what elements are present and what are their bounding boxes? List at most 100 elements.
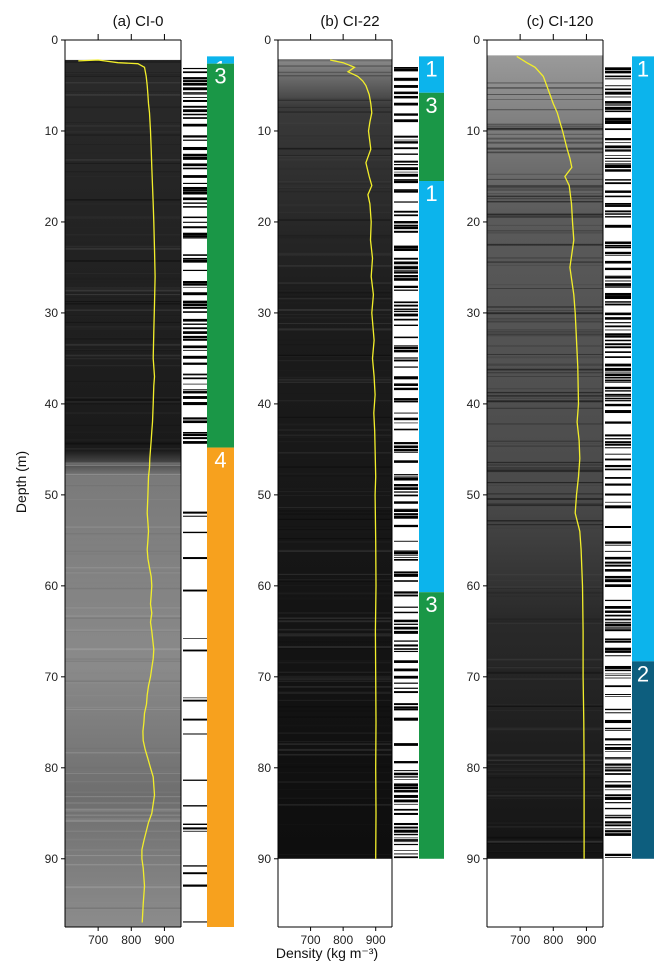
- core-layer-line: [278, 617, 392, 619]
- core-layer-line: [487, 195, 603, 198]
- core-layer-line: [278, 381, 392, 383]
- layer-bar: [183, 697, 207, 699]
- core-layer-line: [278, 187, 392, 189]
- layer-bar: [183, 921, 207, 923]
- layer-bar: [605, 569, 631, 572]
- layer-bar: [394, 67, 418, 69]
- core-layer-line: [278, 691, 392, 694]
- layer-bar: [394, 619, 418, 623]
- core-layer-line: [487, 184, 603, 187]
- core-layer-line: [278, 578, 392, 580]
- core-layer-line: [65, 162, 181, 164]
- core-layer-line: [487, 764, 603, 766]
- layer-bar: [394, 557, 418, 558]
- layer-bar: [183, 391, 207, 394]
- layer-bar: [605, 410, 631, 414]
- layer-bar: [394, 606, 418, 608]
- core-layer-line: [278, 137, 392, 140]
- layer-bar: [605, 640, 631, 643]
- layer-bar: [394, 484, 418, 487]
- y-tick-label: 40: [467, 397, 481, 411]
- core-layer-line: [65, 397, 181, 399]
- y-tick-label: 80: [45, 761, 59, 775]
- layer-bar: [394, 179, 418, 180]
- layer-bar: [183, 135, 207, 138]
- layer-bar: [605, 802, 631, 804]
- layer-bar: [605, 333, 631, 336]
- y-tick-label: 70: [258, 670, 272, 684]
- layer-bar: [183, 175, 207, 178]
- layer-bar: [183, 327, 207, 330]
- core-layer-line: [65, 322, 181, 323]
- core-layer-line: [65, 886, 181, 889]
- layer-bar: [394, 173, 418, 177]
- core-layer-line: [487, 497, 603, 499]
- core-layer-line: [487, 137, 603, 140]
- layer-bar: [605, 606, 631, 609]
- layer-bar: [605, 828, 631, 830]
- facies-label: 3: [425, 93, 437, 118]
- layer-bar: [183, 823, 207, 825]
- layer-bar: [183, 93, 207, 95]
- layer-bar: [394, 790, 418, 793]
- layer-bar: [183, 884, 207, 887]
- layer-bar: [605, 296, 631, 300]
- core-layer-line: [65, 239, 181, 241]
- core-layer-line: [278, 147, 392, 150]
- core-layer-line: [487, 672, 603, 674]
- layer-bar: [605, 325, 631, 328]
- layer-bar: [183, 830, 207, 832]
- layer-bar: [394, 366, 418, 368]
- core-layer-line: [278, 369, 392, 371]
- y-tick-label: 50: [45, 488, 59, 502]
- layer-bar: [183, 232, 207, 236]
- core-layer-line: [65, 293, 181, 296]
- layer-bar: [183, 67, 207, 70]
- core-layer-line: [278, 126, 392, 128]
- layer-bar: [394, 460, 418, 463]
- layer-bar: [394, 786, 418, 790]
- core-layer-line: [487, 728, 603, 731]
- layer-bar: [605, 255, 631, 256]
- layer-bar: [394, 509, 418, 513]
- core-layer-line: [487, 321, 603, 323]
- core-layer-line: [487, 826, 603, 828]
- layer-bar: [605, 371, 631, 373]
- core-layer-line: [278, 741, 392, 743]
- layer-bar: [605, 78, 631, 80]
- layer-bar: [605, 477, 631, 479]
- core-layer-line: [65, 107, 181, 109]
- core-layer-line: [278, 282, 392, 284]
- core-layer-line: [278, 328, 392, 330]
- layer-bar: [183, 433, 207, 437]
- layer-bar: [605, 623, 631, 627]
- core-layer-line: [278, 436, 392, 438]
- layer-bar: [605, 453, 631, 455]
- layer-bar: [605, 403, 631, 407]
- layer-bar: [605, 213, 631, 215]
- core-layer-line: [487, 400, 603, 403]
- layer-bar: [605, 128, 631, 131]
- layer-bar: [394, 623, 418, 625]
- layer-bar: [394, 513, 418, 516]
- core-layer-line: [487, 524, 603, 526]
- core-layer-line: [65, 349, 181, 351]
- x-tick-label: 900: [154, 933, 174, 947]
- layer-bar: [605, 757, 631, 759]
- core-layer-line: [487, 658, 603, 661]
- layer-bar: [183, 389, 207, 391]
- core-layer-line: [487, 462, 603, 464]
- core-layer-line: [487, 851, 603, 854]
- layer-bar: [605, 833, 631, 836]
- layer-bar: [605, 343, 631, 346]
- core-layer-line: [278, 354, 392, 357]
- layer-bar: [394, 853, 418, 855]
- layer-bar: [605, 830, 631, 833]
- layer-bar: [394, 147, 418, 150]
- layer-bar: [605, 738, 631, 741]
- core-layer-line: [65, 217, 181, 219]
- core-layer-line: [278, 253, 392, 256]
- layer-bar: [183, 139, 207, 141]
- panel-ci-120: (c) CI-120 1 2 700 800 900 0 10 20 30 40 50 60 70 80 90: [467, 13, 654, 947]
- core-layer-line: [487, 727, 603, 730]
